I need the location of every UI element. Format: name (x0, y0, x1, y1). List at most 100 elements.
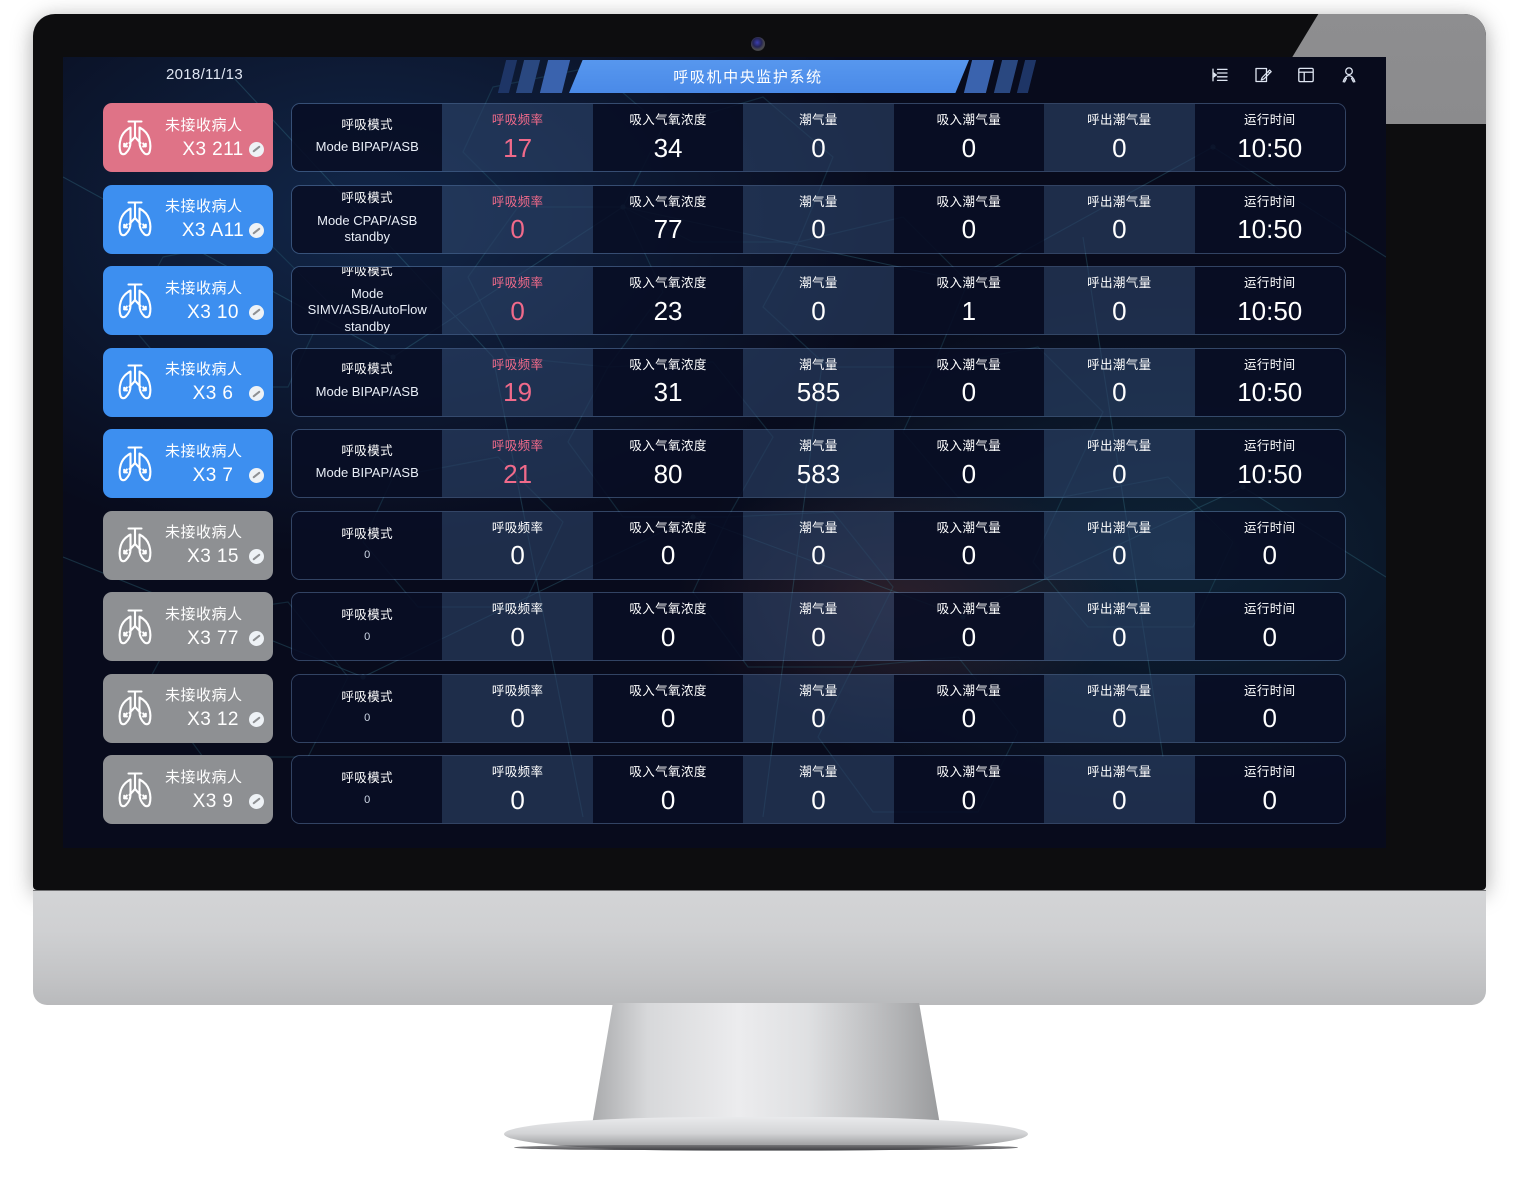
metric-cell-rate[interactable]: 呼吸频率 0 (442, 674, 593, 742)
bed-number-label: X3 15 (187, 546, 239, 567)
metric-cell-vti[interactable]: 吸入潮气量 0 (893, 674, 1045, 742)
patient-card[interactable]: 未接收病人 X3 9 (103, 755, 273, 824)
metric-cell-mode[interactable]: 呼吸模式 0 (292, 674, 443, 742)
metric-cell-vte[interactable]: 呼出潮气量 0 (1044, 185, 1195, 253)
metric-cell-vt[interactable]: 潮气量 585 (743, 348, 894, 416)
metric-cell-vti[interactable]: 吸入潮气量 1 (893, 267, 1045, 334)
metric-cell-rate[interactable]: 呼吸频率 21 (442, 430, 593, 497)
metric-cell-mode[interactable]: 呼吸模式 0 (292, 756, 443, 823)
metric-cell-runtime[interactable]: 运行时间 10:50 (1194, 430, 1345, 497)
metric-cell-fio2[interactable]: 吸入气氧浓度 0 (592, 593, 744, 660)
metric-cell-runtime[interactable]: 运行时间 0 (1194, 593, 1345, 660)
metric-label-vt: 潮气量 (799, 194, 838, 209)
metric-cell-fio2[interactable]: 吸入气氧浓度 0 (592, 756, 744, 823)
lungs-icon (113, 280, 157, 322)
metric-cell-fio2[interactable]: 吸入气氧浓度 77 (592, 185, 744, 253)
list-indent-icon[interactable] (1210, 65, 1230, 85)
metric-cell-vti[interactable]: 吸入潮气量 0 (893, 756, 1045, 823)
metric-cell-fio2[interactable]: 吸入气氧浓度 0 (592, 674, 744, 742)
metric-value-rate: 17 (503, 132, 533, 163)
patient-card[interactable]: 未接收病人 X3 10 (103, 266, 273, 335)
metric-cell-vt[interactable]: 潮气量 0 (743, 511, 894, 579)
metric-label-vt: 潮气量 (799, 357, 838, 372)
metric-label-mode: 呼吸模式 (341, 771, 394, 786)
patient-card[interactable]: 未接收病人 X3 15 (103, 510, 273, 580)
patient-card[interactable]: 未接收病人 X3 7 (103, 429, 273, 498)
patient-status-label: 未接收病人 (165, 279, 243, 297)
metric-cell-mode[interactable]: 呼吸模式 Mode BIPAP/ASB (292, 348, 443, 416)
metric-cell-vte[interactable]: 呼出潮气量 0 (1044, 430, 1195, 497)
metric-cell-fio2[interactable]: 吸入气氧浓度 0 (592, 511, 744, 579)
metric-cell-rate[interactable]: 呼吸频率 0 (442, 185, 593, 253)
metric-cell-fio2[interactable]: 吸入气氧浓度 23 (592, 267, 744, 334)
metric-cell-runtime[interactable]: 运行时间 10:50 (1194, 185, 1345, 253)
metric-value-vti: 0 (961, 621, 977, 652)
metric-cell-vti[interactable]: 吸入潮气量 0 (893, 348, 1045, 416)
metric-cell-vte[interactable]: 呼出潮气量 0 (1044, 593, 1195, 660)
metrics-strip: 呼吸模式 Mode BIPAP/ASB 呼吸频率 17 吸入气氧浓度 34 潮气量 0 吸入潮气… (291, 103, 1346, 172)
layout-panel-icon[interactable] (1296, 65, 1316, 85)
metric-label-vte: 呼出潮气量 (1087, 276, 1152, 291)
patient-status-label: 未接收病人 (165, 768, 243, 786)
patient-card[interactable]: 未接收病人 X3 211 (103, 103, 273, 172)
metric-cell-runtime[interactable]: 运行时间 10:50 (1194, 348, 1345, 416)
metric-cell-vti[interactable]: 吸入潮气量 0 (893, 430, 1045, 497)
metric-cell-vt[interactable]: 潮气量 0 (743, 756, 894, 823)
metric-cell-runtime[interactable]: 运行时间 10:50 (1194, 104, 1345, 171)
metric-cell-fio2[interactable]: 吸入气氧浓度 80 (592, 430, 744, 497)
metric-cell-vti[interactable]: 吸入潮气量 0 (893, 104, 1045, 171)
metric-cell-vte[interactable]: 呼出潮气量 0 (1044, 674, 1195, 742)
metric-cell-vte[interactable]: 呼出潮气量 0 (1044, 511, 1195, 579)
metric-cell-fio2[interactable]: 吸入气氧浓度 31 (592, 348, 744, 416)
metric-cell-vte[interactable]: 呼出潮气量 0 (1044, 756, 1195, 823)
metric-cell-vti[interactable]: 吸入潮气量 0 (893, 511, 1045, 579)
metric-label-vte: 呼出潮气量 (1087, 520, 1152, 535)
metric-cell-mode[interactable]: 呼吸模式 Mode SIMV/ASB/AutoFlow standby (292, 267, 443, 334)
metric-cell-vt[interactable]: 潮气量 0 (743, 185, 894, 253)
metric-cell-vt[interactable]: 潮气量 583 (743, 430, 894, 497)
metric-cell-vt[interactable]: 潮气量 0 (743, 674, 894, 742)
metric-cell-runtime[interactable]: 运行时间 0 (1194, 756, 1345, 823)
metric-cell-mode[interactable]: 呼吸模式 0 (292, 511, 443, 579)
metric-value-runtime: 0 (1262, 621, 1277, 652)
metric-cell-vt[interactable]: 潮气量 0 (743, 267, 894, 334)
metric-cell-vti[interactable]: 吸入潮气量 0 (893, 185, 1045, 253)
metric-cell-vte[interactable]: 呼出潮气量 0 (1044, 348, 1195, 416)
metric-label-fio2: 吸入气氧浓度 (629, 439, 707, 454)
metric-cell-mode[interactable]: 呼吸模式 Mode BIPAP/ASB (292, 104, 443, 171)
metric-label-vti: 吸入潮气量 (936, 765, 1002, 780)
patient-card[interactable]: 未接收病人 X3 77 (103, 592, 273, 661)
metric-cell-rate[interactable]: 呼吸频率 0 (442, 593, 593, 660)
metric-label-vte: 呼出潮气量 (1087, 439, 1152, 454)
metric-cell-rate[interactable]: 呼吸频率 0 (442, 756, 593, 823)
metric-cell-rate[interactable]: 呼吸频率 0 (442, 267, 593, 334)
metric-cell-mode[interactable]: 呼吸模式 0 (292, 593, 443, 660)
metric-label-rate: 呼吸频率 (491, 439, 544, 454)
metric-cell-vti[interactable]: 吸入潮气量 0 (893, 593, 1045, 660)
edit-note-icon[interactable] (1253, 65, 1273, 85)
metric-cell-vt[interactable]: 潮气量 0 (743, 593, 894, 660)
metric-cell-runtime[interactable]: 运行时间 0 (1194, 511, 1345, 579)
metric-value-vt: 0 (811, 214, 826, 245)
metric-cell-vt[interactable]: 潮气量 0 (743, 104, 894, 171)
metric-cell-rate[interactable]: 呼吸频率 0 (442, 511, 593, 579)
user-account-icon[interactable] (1339, 65, 1359, 85)
metric-cell-vte[interactable]: 呼出潮气量 0 (1044, 267, 1195, 334)
metrics-strip: 呼吸模式 0 呼吸频率 0 吸入气氧浓度 0 潮气量 0 吸入潮气量 0 呼出潮气量 0 运行时间 0 (291, 592, 1346, 661)
metric-cell-mode[interactable]: 呼吸模式 Mode BIPAP/ASB (292, 430, 443, 497)
ventilator-row: 未接收病人 X3 12 呼吸模式 0 呼吸频率 0 吸入气氧浓度 0 潮气量 0 吸入潮气量 0 呼出潮… (63, 673, 1386, 743)
metric-cell-runtime[interactable]: 运行时间 0 (1194, 674, 1345, 742)
metric-cell-vte[interactable]: 呼出潮气量 0 (1044, 104, 1195, 171)
metric-cell-rate[interactable]: 呼吸频率 17 (442, 104, 593, 171)
metric-cell-fio2[interactable]: 吸入气氧浓度 34 (592, 104, 744, 171)
lungs-icon (113, 769, 157, 811)
metric-cell-runtime[interactable]: 运行时间 10:50 (1194, 267, 1345, 334)
patient-card[interactable]: 未接收病人 X3 12 (103, 673, 273, 743)
metric-label-vte: 呼出潮气量 (1087, 765, 1152, 780)
patient-card[interactable]: 未接收病人 X3 A11 (103, 184, 273, 254)
metric-cell-mode[interactable]: 呼吸模式 Mode CPAP/ASB standby (292, 185, 443, 253)
metrics-strip: 呼吸模式 Mode BIPAP/ASB 呼吸频率 19 吸入气氧浓度 31 潮气量 585 吸入… (291, 347, 1346, 417)
metric-cell-rate[interactable]: 呼吸频率 19 (442, 348, 593, 416)
patient-card[interactable]: 未接收病人 X3 6 (103, 347, 273, 417)
metric-label-vti: 吸入潮气量 (936, 113, 1002, 128)
